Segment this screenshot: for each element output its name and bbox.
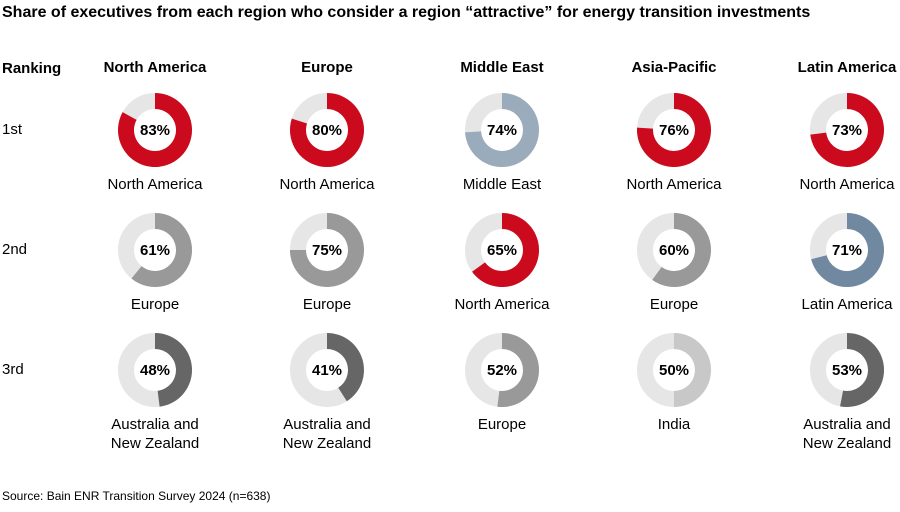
donut-segment <box>674 333 711 407</box>
rank-label-3rd: 3rd <box>2 361 24 378</box>
donut-region-label: Europe <box>302 296 352 313</box>
donut-value: 75% <box>312 242 342 259</box>
donut-value: 83% <box>140 122 170 139</box>
donut-value: 52% <box>487 362 517 379</box>
donut-chart: 61% <box>118 213 192 287</box>
donut-value: 53% <box>832 362 862 379</box>
donut-chart: 74% <box>465 93 539 167</box>
donut-cell: 75% Europe <box>242 212 412 314</box>
column-header-asia-pacific: Asia-Pacific <box>631 59 717 76</box>
donut-chart: 53% <box>810 333 884 407</box>
donut-segment <box>155 333 192 407</box>
donut-region-label: Australia and New Zealand <box>110 416 200 452</box>
donut-value: 80% <box>312 122 342 139</box>
donut-value: 60% <box>659 242 689 259</box>
donut-value: 73% <box>832 122 862 139</box>
donut-cell: 74% Middle East <box>417 92 587 194</box>
donut-value: 76% <box>659 122 689 139</box>
donut-value: 65% <box>487 242 517 259</box>
donut-segment <box>472 213 539 287</box>
chart-title: Share of executives from each region who… <box>2 4 811 21</box>
donut-chart: 52% <box>465 333 539 407</box>
donut-region-label: North America <box>626 176 722 193</box>
donut-region-label: North America <box>279 176 375 193</box>
donut-cell: 73% North America <box>762 92 900 194</box>
donut-cell: 80% North America <box>242 92 412 194</box>
donut-value: 50% <box>659 362 689 379</box>
donut-region-label: North America <box>799 176 895 193</box>
column-header-middle-east: Middle East <box>460 59 544 76</box>
donut-segment <box>811 213 884 287</box>
donut-chart: 80% <box>290 93 364 167</box>
donut-segment <box>497 333 539 407</box>
donut-segment <box>118 93 192 167</box>
donut-region-label: Latin America <box>801 296 893 313</box>
donut-chart: 73% <box>810 93 884 167</box>
donut-value: 61% <box>140 242 170 259</box>
donut-value: 74% <box>487 122 517 139</box>
donut-chart: 65% <box>465 213 539 287</box>
donut-chart: 48% <box>118 333 192 407</box>
donut-cell: 65% North America <box>417 212 587 314</box>
donut-region-label: Middle East <box>462 176 542 193</box>
donut-cell: 53% Australia and New Zealand <box>762 332 900 453</box>
donut-cell: 76% North America <box>589 92 759 194</box>
donut-cell: 50% India <box>589 332 759 434</box>
rank-label-1st: 1st <box>2 121 23 138</box>
donut-region-label: North America <box>107 176 203 193</box>
donut-cell: 52% Europe <box>417 332 587 434</box>
donut-chart: 60% <box>637 213 711 287</box>
donut-chart: 76% <box>637 93 711 167</box>
donut-cell: 61% Europe <box>70 212 240 314</box>
donut-segment <box>637 93 711 167</box>
donut-segment <box>465 93 539 167</box>
donut-region-label: Australia and New Zealand <box>282 416 372 452</box>
donut-chart: 71% <box>810 213 884 287</box>
donut-value: 41% <box>312 362 342 379</box>
donut-segment <box>810 93 884 167</box>
donut-chart: 75% <box>290 213 364 287</box>
donut-region-label: Australia and New Zealand <box>802 416 892 452</box>
column-header-europe: Europe <box>301 59 353 76</box>
rank-label-2nd: 2nd <box>2 241 28 258</box>
donut-cell: 41% Australia and New Zealand <box>242 332 412 453</box>
ranking-header: Ranking <box>2 60 62 77</box>
donut-chart: 83% <box>118 93 192 167</box>
donut-region-label: Europe <box>649 296 699 313</box>
donut-segment <box>290 213 364 287</box>
donut-cell: 60% Europe <box>589 212 759 314</box>
donut-segment <box>840 333 884 407</box>
donut-region-label: North America <box>454 296 550 313</box>
column-header-latin-america: Latin America <box>797 59 897 76</box>
source-note: Source: Bain ENR Transition Survey 2024 … <box>2 489 271 503</box>
donut-chart: 41% <box>290 333 364 407</box>
donut-segment <box>652 213 711 287</box>
donut-region-label: Europe <box>130 296 180 313</box>
donut-chart: 50% <box>637 333 711 407</box>
donut-cell: 83% North America <box>70 92 240 194</box>
column-header-north-america: North America <box>103 59 207 76</box>
donut-value: 71% <box>832 242 862 259</box>
donut-cell: 48% Australia and New Zealand <box>70 332 240 453</box>
donut-value: 48% <box>140 362 170 379</box>
donut-segment <box>131 213 192 287</box>
donut-cell: 71% Latin America <box>762 212 900 314</box>
donut-region-label: Europe <box>477 416 527 433</box>
donut-region-label: India <box>657 416 691 433</box>
donut-segment <box>327 333 364 402</box>
donut-segment <box>290 93 364 167</box>
